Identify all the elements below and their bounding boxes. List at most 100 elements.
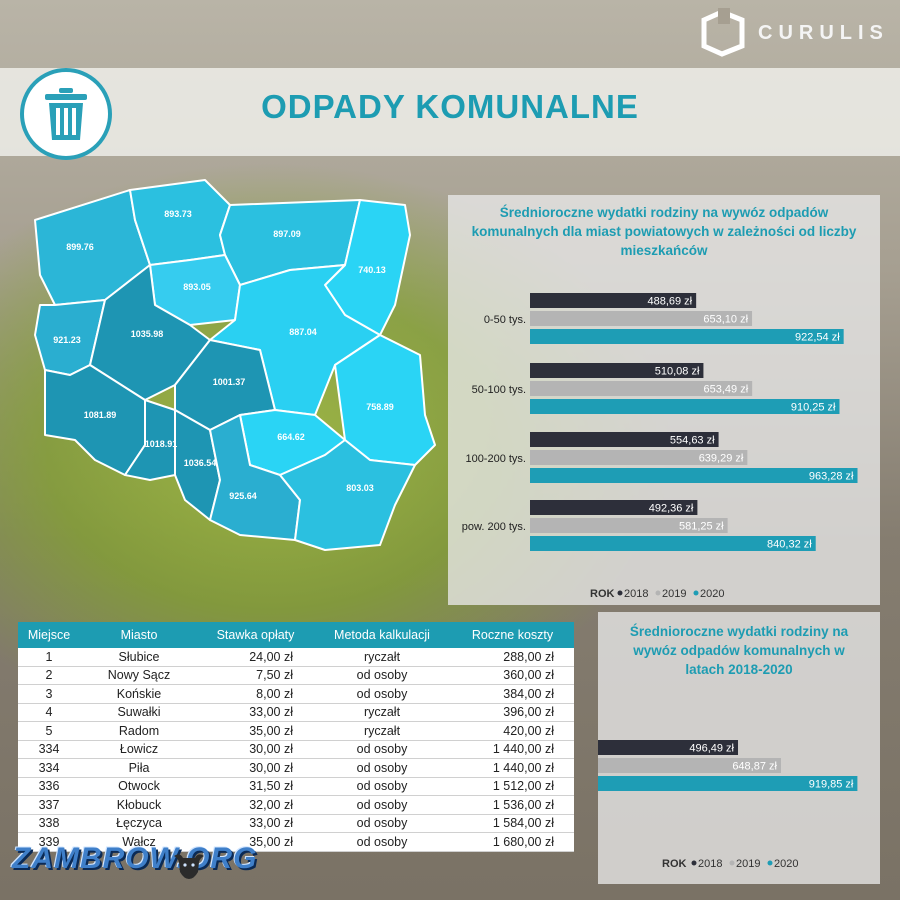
legend-marker: [617, 590, 623, 596]
region-podkarpackie: [279, 439, 416, 551]
table-row: 334 Piła 30,00 zł od osoby 1 440,00 zł: [18, 758, 574, 778]
legend-item: 2019: [662, 588, 686, 600]
region-value-label: 925.64: [229, 491, 257, 501]
table-cell: 1 440,00 zł: [451, 758, 574, 778]
legend-item: 2018: [698, 858, 722, 870]
bar-value-label: 653,10 zł: [703, 314, 748, 326]
legend-marker: [655, 590, 661, 596]
table-cell: 396,00 zł: [451, 703, 574, 722]
region-value-label: 893.05: [183, 282, 211, 292]
bar-2018: [530, 500, 698, 515]
bar-2019: [530, 311, 753, 326]
table-cell: ryczałt: [313, 721, 451, 741]
legend-item: 2020: [774, 858, 798, 870]
bar-value-label: 840,32 zł: [767, 539, 812, 551]
category-label: 100-200 tys.: [465, 453, 526, 465]
table-cell: 35,00 zł: [198, 721, 313, 741]
table-cell: Słubice: [80, 648, 198, 667]
bar-chart-years: 496,49 zł 648,87 zł 919,85 zł ROK 2018 2019 20…: [598, 740, 858, 870]
bar-2020: [530, 536, 816, 551]
table-cell: 337: [18, 795, 80, 815]
table-cell: 8,00 zł: [198, 684, 313, 704]
bar-value-label: 922,54 zł: [795, 332, 840, 344]
table-row: 5 Radom 35,00 zł ryczałt 420,00 zł: [18, 721, 574, 741]
table-cell: 384,00 zł: [451, 684, 574, 704]
table-cell: Łęczyca: [80, 814, 198, 833]
region-value-label: 899.76: [66, 242, 94, 252]
legend-marker: [729, 860, 735, 866]
legend-marker: [767, 860, 773, 866]
region-value-label: 921.23: [53, 335, 81, 345]
category-label: 0-50 tys.: [484, 314, 526, 326]
region-value-label: 897.09: [273, 229, 301, 239]
table-cell: od osoby: [313, 777, 451, 796]
table-row: 2 Nowy Sącz 7,50 zł od osoby 360,00 zł: [18, 666, 574, 685]
bar-2018: [530, 293, 697, 308]
table-cell: 31,50 zł: [198, 777, 313, 796]
category-label: pow. 200 tys.: [462, 521, 526, 533]
region-value-label: 1035.98: [131, 329, 164, 339]
table-cell: 5: [18, 721, 80, 741]
legend-item: 2019: [736, 858, 760, 870]
table-cell: 30,00 zł: [198, 740, 313, 759]
table-row: 336 Otwock 31,50 zł od osoby 1 512,00 zł: [18, 777, 574, 796]
table-cell: od osoby: [313, 832, 451, 852]
bar-value-label: 910,25 zł: [791, 402, 836, 414]
table-cell: 24,00 zł: [198, 648, 313, 667]
table-row: 338 Łęczyca 33,00 zł od osoby 1 584,00 zł: [18, 814, 574, 833]
table-cell: ryczałt: [313, 648, 451, 667]
bar-2020: [530, 399, 840, 414]
table-cell: 1: [18, 648, 80, 667]
table-cell: od osoby: [313, 758, 451, 778]
table-cell: 1 440,00 zł: [451, 740, 574, 759]
table-cell: od osoby: [313, 684, 451, 704]
bar-2018: [530, 363, 704, 378]
bar-2020: [530, 468, 858, 483]
bar-2019: [530, 381, 753, 396]
table-cell: Łowicz: [80, 740, 198, 759]
table-cell: 30,00 zł: [198, 758, 313, 778]
table-cell: 360,00 zł: [451, 666, 574, 685]
region-value-label: 887.04: [289, 327, 317, 337]
table-cell: 1 512,00 zł: [451, 777, 574, 796]
trash-can-icon: [45, 88, 87, 140]
bar-value-label: 581,25 zł: [679, 521, 724, 533]
table-cell: ryczałt: [313, 703, 451, 722]
table-cell: 336: [18, 777, 80, 796]
table-cell: 338: [18, 814, 80, 833]
table-cell: 1 536,00 zł: [451, 795, 574, 815]
bar-value-label: 492,36 zł: [649, 503, 694, 515]
bar-2019: [530, 450, 748, 465]
region-value-label: 1036.54: [184, 458, 217, 468]
table-cell: od osoby: [313, 740, 451, 759]
table-cell: 420,00 zł: [451, 721, 574, 741]
table-cell: Końskie: [80, 684, 198, 704]
chart-title: Średnioroczne wydatki rodziny na wywóz o…: [471, 205, 857, 258]
bar-2018: [598, 740, 739, 755]
table-cell: 1 584,00 zł: [451, 814, 574, 833]
column-header[interactable]: Miejsce: [18, 622, 80, 648]
bar-value-label: 648,87 zł: [732, 761, 777, 773]
table-cell: Wałcz: [80, 832, 198, 852]
curulis-logo-icon: [701, 8, 745, 57]
table-row: 1 Słubice 24,00 zł ryczałt 288,00 zł: [18, 648, 574, 667]
legend-marker: [693, 590, 699, 596]
table-cell: od osoby: [313, 814, 451, 833]
region-value-label: 1018.91: [145, 439, 178, 449]
region-value-label: 664.62: [277, 432, 305, 442]
trash-can-badge: [20, 68, 112, 160]
region-value-label: 803.03: [346, 483, 374, 493]
legend-item: 2020: [700, 588, 724, 600]
bar-value-label: 496,49 zł: [689, 743, 734, 755]
table-cell: 35,00 zł: [198, 832, 313, 852]
bar-value-label: 963,28 zł: [809, 471, 854, 483]
region-value-label: 740.13: [358, 265, 386, 275]
table-cell: Nowy Sącz: [80, 666, 198, 685]
table-header-row: Miejsce Miasto Stawka opłaty Metoda kalkula…: [18, 622, 574, 648]
category-label: 50-100 tys.: [472, 384, 526, 396]
table-row: 334 Łowicz 30,00 zł od osoby 1 440,00 zł: [18, 740, 574, 759]
column-header: Stawka opłaty: [198, 622, 313, 648]
bar-2018: [530, 432, 719, 447]
table-cell: 4: [18, 703, 80, 722]
column-header: Miasto: [80, 622, 198, 648]
